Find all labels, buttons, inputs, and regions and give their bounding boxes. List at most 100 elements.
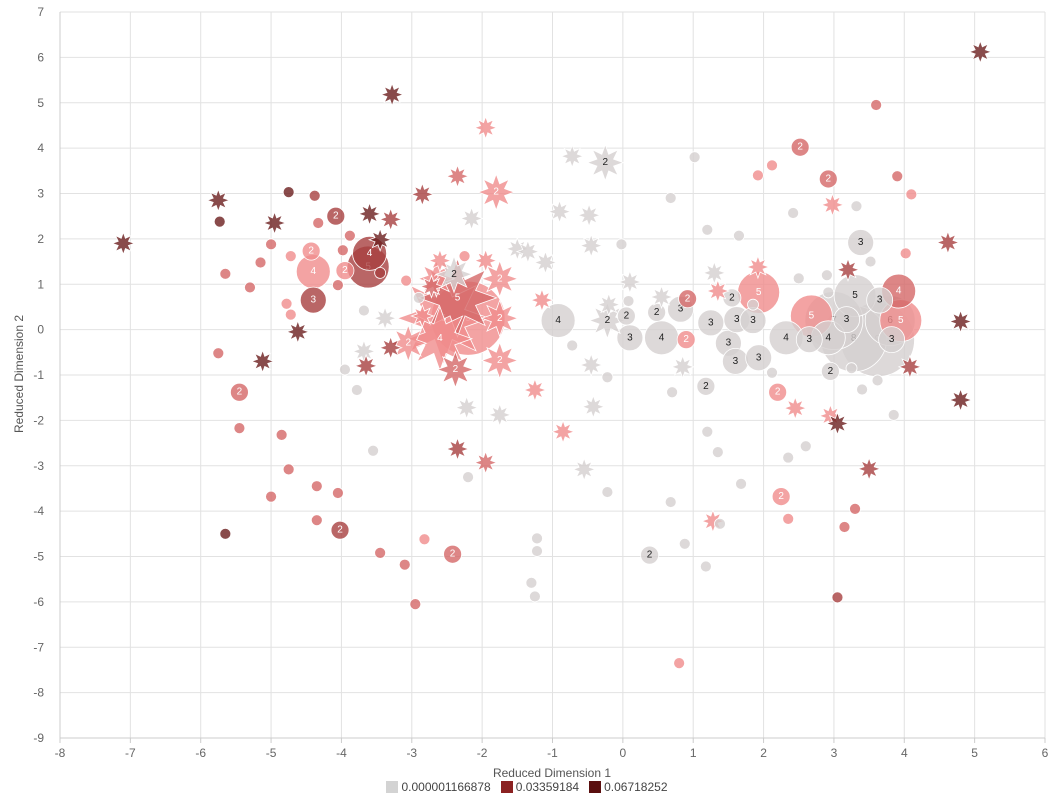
data-point: 5 [737, 271, 781, 314]
data-point [822, 286, 835, 299]
circle-marker [301, 241, 321, 261]
data-point: 3 [697, 309, 725, 337]
y-tick-label: 0 [37, 323, 44, 337]
y-tick-label: -7 [33, 640, 44, 654]
circle-marker [265, 238, 277, 251]
data-point: 2 [676, 330, 696, 350]
data-point [948, 387, 973, 413]
data-point [351, 384, 363, 396]
circle-marker [673, 657, 686, 670]
circle-marker [887, 409, 900, 421]
data-point [533, 250, 558, 275]
star-marker [473, 115, 498, 140]
point-count-label: 5 [852, 290, 858, 301]
circle-marker [339, 363, 351, 376]
data-point [412, 291, 425, 304]
data-point [735, 477, 747, 490]
x-tick-label: -1 [547, 746, 558, 760]
star-marker [487, 402, 512, 428]
star-marker [533, 250, 558, 275]
y-tick-label: -5 [33, 550, 44, 564]
star-marker [820, 192, 845, 218]
circle-marker [701, 425, 714, 438]
circle-marker [676, 330, 696, 350]
circle-marker [230, 382, 249, 402]
data-point [284, 308, 297, 321]
data-point [515, 239, 541, 264]
data-point [579, 352, 604, 378]
y-tick-label: -1 [33, 368, 44, 382]
data-point: 4 [644, 320, 679, 356]
data-point [336, 244, 349, 257]
data-point [275, 428, 288, 441]
star-marker [596, 292, 621, 317]
circle-marker [351, 384, 363, 396]
x-tick-label: 1 [690, 746, 697, 760]
star-marker [372, 306, 398, 331]
point-count-label: 2 [497, 273, 503, 284]
circle-marker [219, 527, 232, 540]
circle-marker [856, 383, 868, 396]
circle-marker [374, 267, 387, 279]
data-point [310, 480, 323, 493]
point-count-label: 2 [828, 366, 834, 377]
data-point: 2 [230, 382, 249, 402]
x-tick-label: -8 [55, 746, 66, 760]
x-tick-label: 3 [831, 746, 838, 760]
data-point [838, 521, 851, 533]
data-point [825, 411, 850, 436]
circle-marker [833, 306, 860, 334]
data-point [282, 463, 295, 476]
star-marker [473, 248, 498, 273]
y-axis-title: Reduced Dimension 2 [12, 315, 26, 433]
circle-marker [696, 376, 716, 396]
point-count-label: 3 [889, 334, 895, 345]
y-tick-label: -6 [33, 595, 44, 609]
legend-item-mid[interactable]: 0.03359184 [500, 780, 579, 794]
y-tick-label: -8 [33, 686, 44, 700]
legend-item-high[interactable]: 0.06718252 [589, 780, 668, 794]
data-point: 2 [790, 137, 810, 157]
data-point [458, 250, 471, 263]
star-marker [389, 324, 428, 363]
star-marker [357, 201, 382, 227]
point-count-label: 2 [237, 387, 243, 398]
data-point [897, 354, 923, 380]
data-point [581, 394, 606, 419]
circle-marker [275, 428, 288, 441]
data-point [787, 207, 800, 219]
point-count-label: 4 [311, 266, 317, 277]
point-count-label: 2 [337, 525, 343, 536]
circle-marker [284, 250, 297, 263]
circle-marker [443, 544, 462, 564]
star-marker [649, 284, 674, 310]
circle-marker [701, 223, 714, 236]
data-point [310, 514, 323, 527]
data-point [745, 254, 771, 280]
data-point: 2 [818, 169, 838, 189]
point-count-label: 3 [750, 315, 756, 326]
circle-marker [412, 291, 425, 304]
circle-marker [418, 533, 431, 546]
data-point: 2 [389, 324, 428, 363]
data-point [353, 353, 379, 379]
point-count-label: 2 [333, 211, 339, 222]
data-point [233, 422, 246, 434]
data-point [372, 306, 398, 331]
star-marker [459, 206, 484, 231]
circle-marker [782, 451, 795, 464]
circle-marker [714, 517, 726, 530]
circle-marker [312, 217, 325, 229]
star-marker [378, 335, 403, 360]
circle-marker [733, 229, 745, 242]
circle-marker [282, 463, 295, 476]
circle-marker [254, 256, 267, 269]
data-point: 2 [480, 341, 519, 380]
legend-item-low[interactable]: 0.000001166878 [386, 780, 491, 794]
data-point [699, 560, 712, 573]
circle-marker [752, 169, 764, 182]
star-marker [206, 188, 231, 213]
data-point: 2 [480, 259, 519, 298]
legend: 0.000001166878 0.03359184 0.06718252 [0, 780, 1054, 794]
circle-marker [870, 99, 883, 111]
